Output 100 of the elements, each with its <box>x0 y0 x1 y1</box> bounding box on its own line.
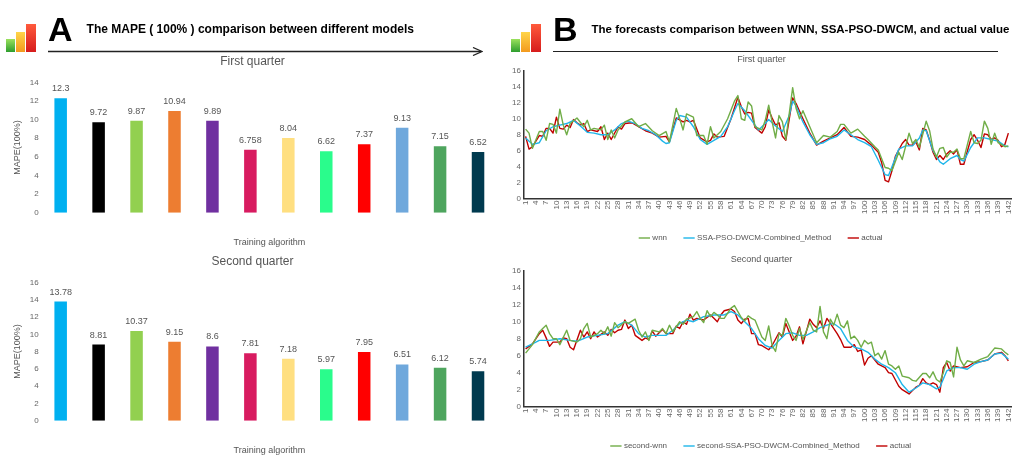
x-tick-label: 7 <box>541 200 551 206</box>
bar <box>282 137 295 213</box>
x-tick-label: 64 <box>736 200 746 210</box>
x-tick-label: 19 <box>582 200 592 210</box>
x-tick-label: 106 <box>880 200 890 215</box>
y-tick-label: 2 <box>516 384 522 394</box>
data-label: 10.94 <box>163 95 186 106</box>
bar <box>433 367 447 421</box>
x-tick-label: 19 <box>582 408 592 418</box>
y-tick-label: 16 <box>29 277 40 287</box>
data-label: 7.18 <box>279 343 298 354</box>
x-tick-label: 34 <box>633 408 643 418</box>
x-tick-label: 136 <box>983 200 993 215</box>
x-tick-label: 22 <box>592 200 602 210</box>
x-tick-label: 4 <box>531 408 541 414</box>
x-tick-label: 73 <box>767 200 777 210</box>
bar <box>244 353 257 421</box>
x-tick-label: 112 <box>900 408 910 422</box>
x-tick-label: 88 <box>818 408 828 418</box>
y-tick-label: 4 <box>516 161 522 171</box>
y-tick-label: 2 <box>34 189 40 199</box>
x-tick-label: 70 <box>757 408 767 418</box>
x-tick-label: 55 <box>705 408 715 418</box>
x-tick-label: 82 <box>798 408 808 418</box>
x-tick-label: 7 <box>541 408 551 414</box>
bar <box>92 344 105 421</box>
x-tick-label: 139 <box>993 200 1003 215</box>
bar <box>282 358 295 421</box>
y-tick-label: 12 <box>511 97 522 107</box>
data-label: 5.74 <box>469 356 487 367</box>
data-label: 9.15 <box>165 326 184 337</box>
x-tick-label: 61 <box>726 200 736 210</box>
data-label: 6.51 <box>393 349 411 360</box>
y-tick-label: 6 <box>34 152 40 162</box>
x-tick-label: 52 <box>695 200 705 210</box>
x-tick-label: 85 <box>808 408 818 418</box>
data-label: 8.81 <box>89 329 108 340</box>
x-tick-label: 64 <box>736 408 746 418</box>
x-tick-label: 13 <box>561 408 571 418</box>
y-axis-title: MAPE(100%) <box>11 324 22 379</box>
x-tick-label: 100 <box>859 408 869 423</box>
x-tick-label: 127 <box>952 200 962 215</box>
x-tick-label: 103 <box>870 200 880 215</box>
legend-label: second-SSA-PSO-DWCM-Combined_Method <box>697 441 860 451</box>
chart-title: First quarter <box>220 53 285 68</box>
x-tick-label: 124 <box>941 200 951 215</box>
bar <box>471 371 485 421</box>
y-tick-label: 10 <box>29 114 40 124</box>
bar <box>471 152 485 213</box>
x-tick-label: 91 <box>828 200 838 210</box>
x-tick-label: 37 <box>644 408 654 418</box>
y-tick-label: 0 <box>34 208 40 217</box>
x-tick-label: 79 <box>787 408 797 418</box>
y-tick-label: 10 <box>511 113 522 123</box>
bar <box>206 346 219 421</box>
x-tick-label: 49 <box>685 408 695 418</box>
x-tick-label: 61 <box>726 408 736 418</box>
x-tick-label: 109 <box>890 408 900 423</box>
data-label: 13.78 <box>49 286 72 297</box>
x-tick-label: 103 <box>870 408 880 423</box>
bar <box>206 120 219 213</box>
y-tick-label: 8 <box>516 333 522 343</box>
data-label: 6.52 <box>469 137 487 148</box>
data-label: 9.72 <box>89 107 108 118</box>
x-tick-label: 28 <box>613 200 623 210</box>
data-label: 8.04 <box>279 122 298 133</box>
x-tick-label: 91 <box>828 408 838 418</box>
x-tick-label: 88 <box>818 200 828 210</box>
x-axis-title: Training algorithm <box>233 237 306 248</box>
y-tick-label: 12 <box>511 299 522 309</box>
x-tick-label: 94 <box>839 408 849 418</box>
x-tick-label: 31 <box>623 408 633 418</box>
x-tick-label: 10 <box>551 200 561 210</box>
x-tick-label: 43 <box>664 408 674 418</box>
y-tick-label: 14 <box>29 294 40 304</box>
data-label: 7.37 <box>355 129 373 140</box>
x-tick-label: 22 <box>592 408 602 418</box>
data-label: 5.97 <box>317 354 336 365</box>
legend-label: actual <box>861 233 883 243</box>
bar <box>244 149 257 213</box>
legend-label: second-wnn <box>623 441 668 451</box>
data-label: 8.6 <box>206 331 219 342</box>
x-tick-label: 13 <box>561 200 571 210</box>
x-tick-label: 10 <box>551 408 561 418</box>
x-tick-label: 46 <box>674 200 684 210</box>
y-tick-label: 6 <box>516 145 522 155</box>
x-tick-label: 109 <box>890 200 900 215</box>
x-tick-label: 115 <box>911 408 921 422</box>
x-tick-label: 37 <box>644 200 654 210</box>
data-label: 9.87 <box>127 105 146 116</box>
y-tick-label: 8 <box>516 129 522 139</box>
data-label: 7.95 <box>355 337 373 348</box>
y-tick-label: 14 <box>511 282 522 292</box>
x-tick-label: 112 <box>900 200 910 214</box>
bar <box>130 331 143 421</box>
text: B <box>553 10 578 48</box>
x-tick-label: 118 <box>921 408 931 422</box>
text: A <box>48 10 73 48</box>
x-tick-label: 133 <box>972 408 982 423</box>
y-tick-label: 16 <box>511 266 522 275</box>
